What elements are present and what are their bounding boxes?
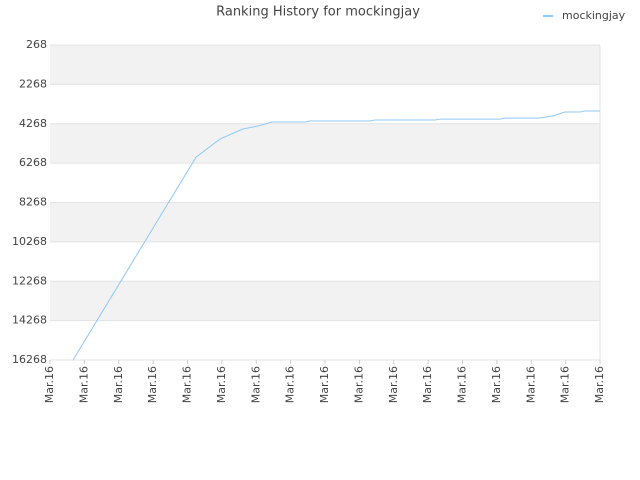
grid-band — [50, 123, 600, 164]
x-tick-label: Mar.16 — [387, 366, 400, 403]
x-tick-label: Mar.16 — [215, 366, 228, 403]
x-tick-label: Mar.16 — [284, 366, 297, 403]
y-tick-label: 16268 — [12, 353, 47, 366]
y-tick-label: 12268 — [12, 274, 47, 287]
x-tick-label: Mar.16 — [352, 366, 365, 403]
y-tick-label: 268 — [26, 38, 47, 51]
x-tick-label: Mar.16 — [249, 366, 262, 403]
x-tick-label: Mar.16 — [559, 366, 572, 403]
x-tick-label: Mar.16 — [490, 366, 503, 403]
x-tick-label: Mar.16 — [146, 366, 159, 403]
x-tick-label: Mar.16 — [524, 366, 537, 403]
legend-label: mockingjay — [562, 9, 626, 22]
y-tick-label: 10268 — [12, 235, 47, 248]
y-tick-label: 4268 — [19, 117, 47, 130]
y-tick-label: 14268 — [12, 314, 47, 327]
grid-band — [50, 202, 600, 242]
y-tick-label: 6268 — [19, 156, 47, 169]
grid-band — [50, 281, 600, 321]
x-tick-label: Mar.16 — [593, 366, 606, 403]
y-tick-label: 8268 — [19, 196, 47, 209]
x-tick-label: Mar.16 — [77, 366, 90, 403]
x-tick-label: Mar.16 — [181, 366, 194, 403]
x-tick-label: Mar.16 — [112, 366, 125, 403]
x-tick-label: Mar.16 — [43, 366, 56, 403]
y-tick-label: 2268 — [19, 77, 47, 90]
x-tick-label: Mar.16 — [421, 366, 434, 403]
grid-band — [50, 45, 600, 85]
chart-title: Ranking History for mockingjay — [216, 5, 420, 20]
x-tick-label: Mar.16 — [456, 366, 469, 403]
x-tick-label: Mar.16 — [318, 366, 331, 403]
line — [72, 110, 600, 361]
